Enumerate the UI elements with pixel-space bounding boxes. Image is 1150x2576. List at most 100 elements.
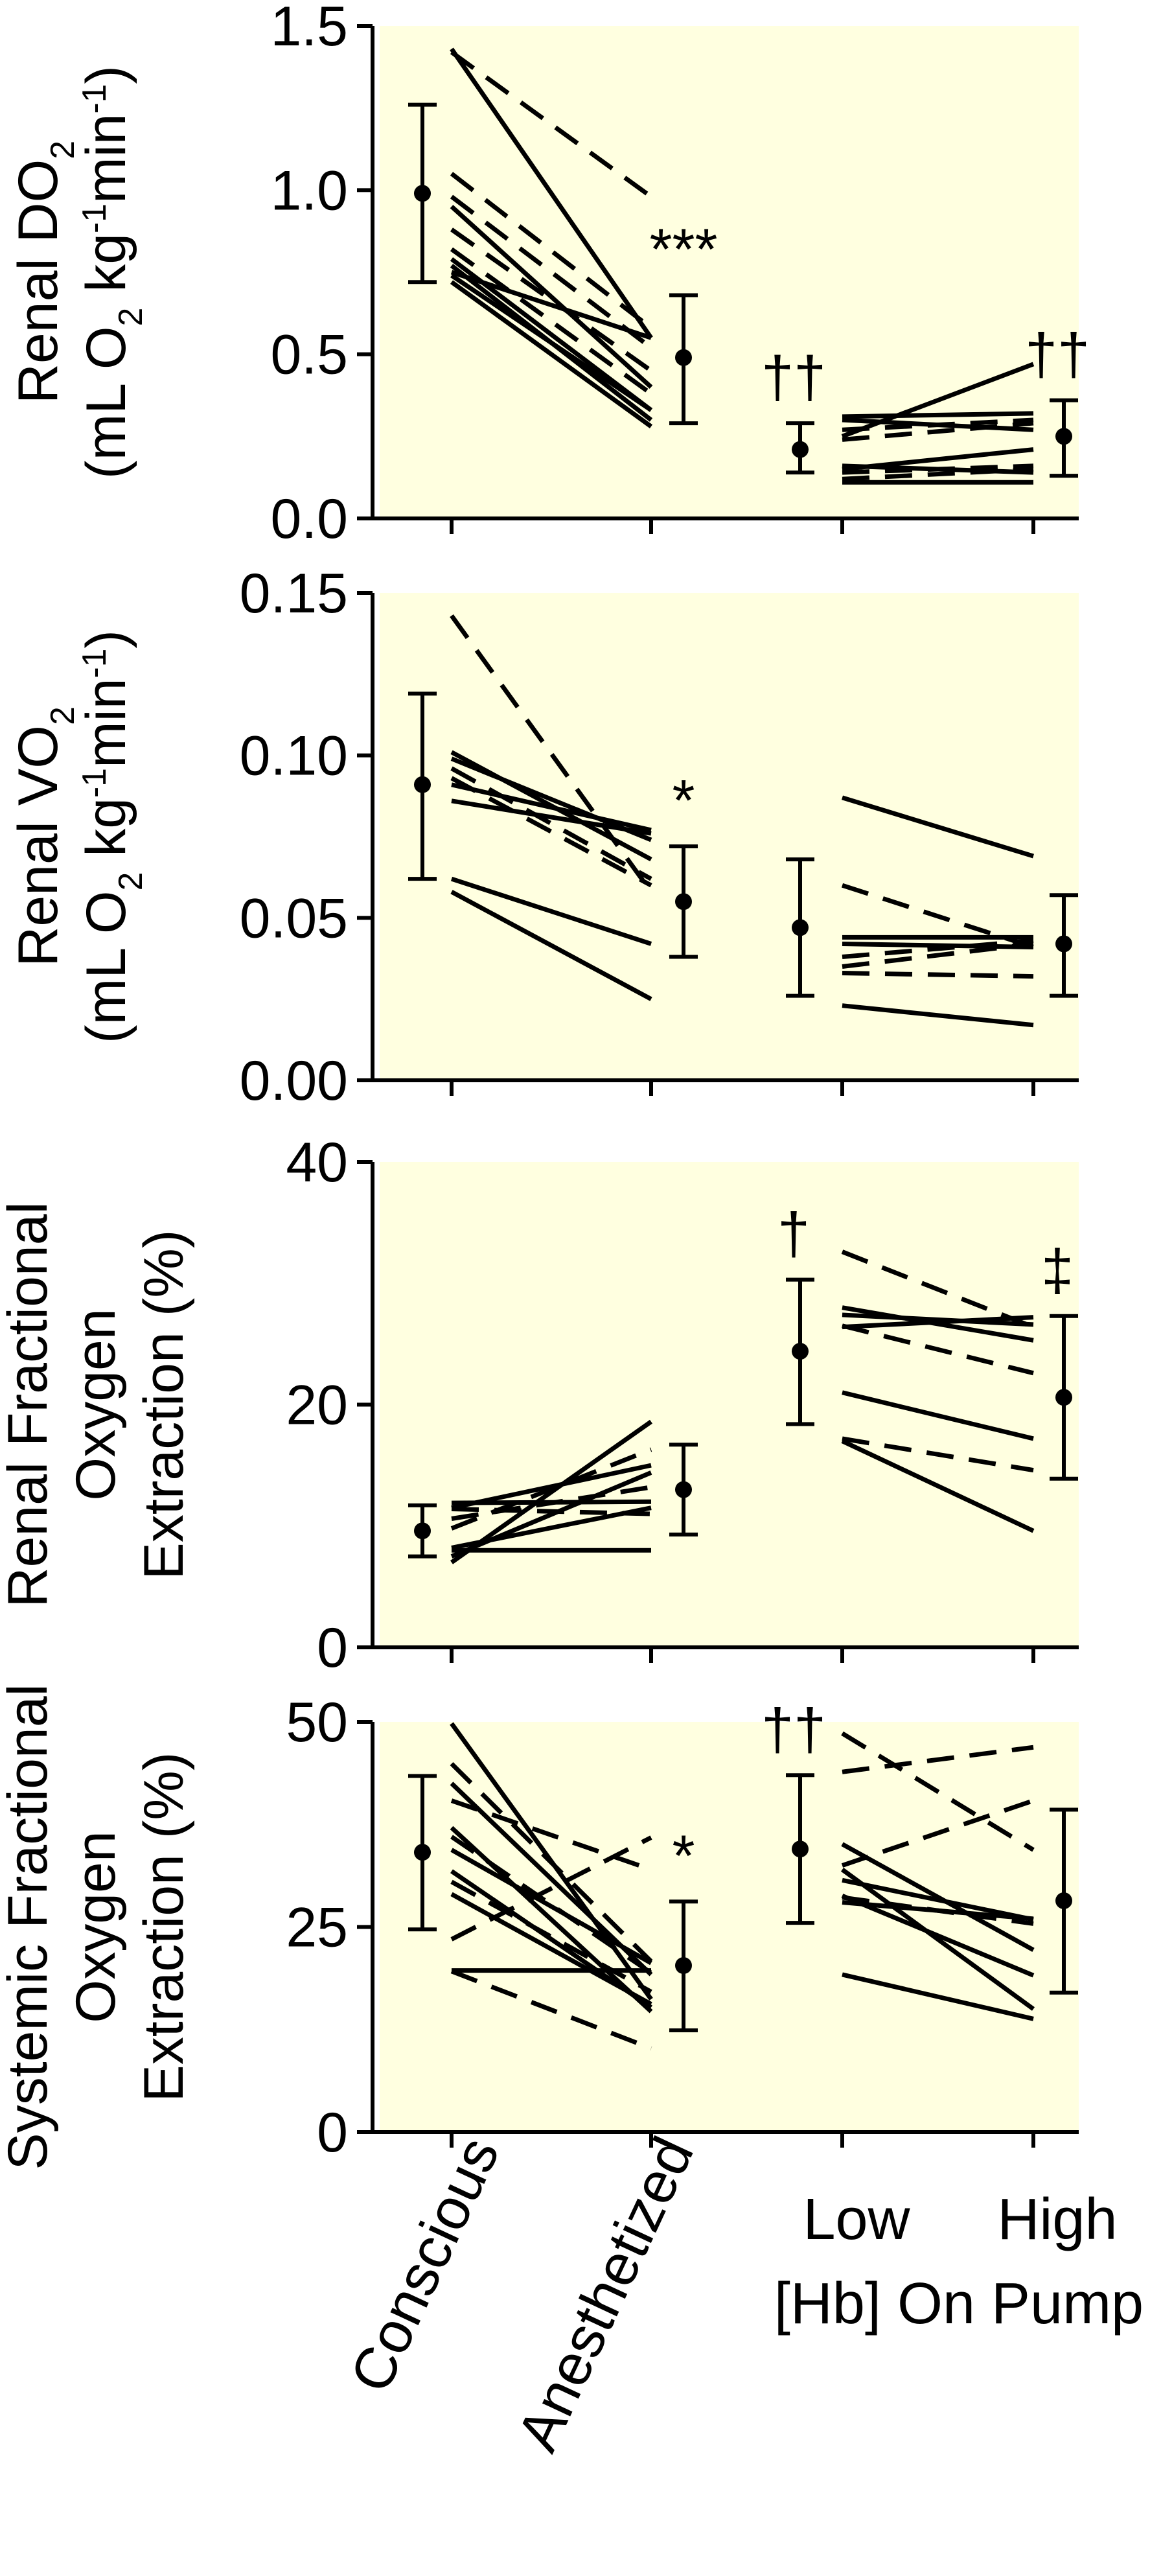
y-axis-label: Extraction (%) xyxy=(133,1752,195,2102)
subject-line xyxy=(450,1848,652,1966)
subject-line xyxy=(450,766,652,881)
subject-line xyxy=(841,1439,1035,1533)
y-tick-label: 0.00 xyxy=(240,1050,348,1112)
subject-line xyxy=(841,1842,1035,1953)
significance-label: †† xyxy=(761,345,826,410)
subject-line xyxy=(450,876,652,946)
subject-line xyxy=(450,1762,653,1964)
mean-point xyxy=(792,1840,809,1858)
y-axis-label: Extraction (%) xyxy=(133,1229,195,1579)
plot-background xyxy=(380,26,1079,518)
y-tick-label: 0.0 xyxy=(270,488,348,550)
x-group-label: [Hb] On Pump xyxy=(774,2271,1144,2336)
individual-lines xyxy=(450,47,1035,485)
subject-line xyxy=(450,47,653,340)
x-label-low: Low xyxy=(803,2187,910,2252)
x-label-high: High xyxy=(997,2187,1117,2252)
subject-line xyxy=(842,417,1034,432)
mean-points: * †† xyxy=(408,1697,1078,2033)
subject-line xyxy=(450,1835,652,1942)
subject-line xyxy=(450,776,652,888)
y-tick-label: 40 xyxy=(286,1131,348,1194)
mean-point xyxy=(414,1844,431,1861)
mean-point xyxy=(792,441,809,458)
y-tick-label: 0 xyxy=(317,1617,348,1679)
individual-lines xyxy=(450,1249,1035,1564)
subject-line xyxy=(450,614,653,894)
y-tick-label: 0.10 xyxy=(240,725,348,787)
subject-line xyxy=(842,1745,1034,1774)
plot-background xyxy=(380,1722,1079,2132)
subject-line xyxy=(841,883,1035,949)
subject-line xyxy=(842,1877,1034,1922)
mean-point xyxy=(1055,1389,1072,1406)
subject-line xyxy=(450,1969,652,2051)
subject-line xyxy=(451,1507,652,1516)
subject-line xyxy=(842,1972,1034,2021)
subject-line xyxy=(451,798,652,836)
subject-line xyxy=(842,1312,1034,1327)
subject-line xyxy=(841,1798,1035,1868)
mean-point xyxy=(414,776,431,793)
subject-line xyxy=(450,1798,652,1872)
subject-line xyxy=(451,782,652,833)
mean-points: *** †† †† xyxy=(408,102,1090,478)
subject-line xyxy=(841,362,1035,439)
y-axis-label: Oxygen xyxy=(65,1308,127,1500)
y-axis-label: Renal VO2 xyxy=(7,706,81,967)
panel-renal-do2: 0.0 0.5 1.0 1.5 Renal DO2(mL O2 kg-1min-1) **… xyxy=(7,0,1090,550)
significance-label: * xyxy=(672,1824,695,1888)
y-tick-label: 1.0 xyxy=(270,159,348,222)
subject-line xyxy=(842,941,1034,949)
subject-line xyxy=(842,1390,1034,1441)
plot-background xyxy=(380,1162,1079,1647)
subject-line xyxy=(450,1447,652,1531)
significance-label: * xyxy=(672,769,695,833)
y-axis-label: Oxygen xyxy=(65,1831,127,2023)
subject-line xyxy=(450,280,653,428)
significance-label: †† xyxy=(1025,323,1090,388)
subject-line xyxy=(450,270,652,340)
y-tick-label: 25 xyxy=(286,1897,348,1959)
y-tick-label: 0.5 xyxy=(270,324,348,386)
subject-line xyxy=(450,1826,653,2013)
y-tick-label: 50 xyxy=(286,1691,348,1754)
y-axis-label: (mL O2 kg-1min-1) xyxy=(75,65,149,479)
subject-line xyxy=(842,1895,1034,1926)
mean-point xyxy=(675,893,692,911)
individual-lines xyxy=(450,1722,1035,2051)
panel-systemic-foe: 0 25 50 Systemic Fractional Oxygen Extraction… xyxy=(0,1684,1079,2170)
mean-point xyxy=(414,1522,431,1540)
x-label-anesthetized: Anesthetized xyxy=(505,2128,707,2461)
mean-point xyxy=(414,185,431,202)
subject-line xyxy=(450,890,652,1001)
subject-line xyxy=(450,1892,652,2006)
subject-line xyxy=(451,1499,652,1505)
panel-renal-foe: 0 20 40 Renal Fractional Oxygen Extraction (%… xyxy=(0,1131,1079,1679)
subject-line xyxy=(841,1731,1035,1852)
mean-point xyxy=(1055,935,1072,953)
mean-point xyxy=(675,1481,692,1498)
subject-line xyxy=(842,467,1034,482)
subject-line xyxy=(842,1436,1034,1473)
subject-line xyxy=(450,205,653,389)
y-axis-label: Renal Fractional xyxy=(0,1201,59,1607)
individual-lines xyxy=(450,614,1035,1028)
y-axis-label: (mL O2 kg-1min-1) xyxy=(75,630,149,1043)
subject-line xyxy=(842,463,1034,475)
subject-line xyxy=(842,938,1034,959)
y-axis-label: Renal DO2 xyxy=(7,141,81,404)
mean-point xyxy=(1055,428,1072,445)
mean-point xyxy=(1055,1892,1072,1909)
mean-points: †‡ xyxy=(408,1202,1078,1559)
y-axis-label: Systemic Fractional xyxy=(0,1684,59,2170)
significance-label: † xyxy=(777,1202,810,1267)
subject-line xyxy=(841,1249,1035,1329)
subject-line xyxy=(450,1879,652,1994)
subject-line xyxy=(841,795,1035,859)
subject-line xyxy=(450,273,652,412)
y-tick-label: 0.15 xyxy=(240,563,348,625)
subject-line xyxy=(841,1894,1035,1978)
panel-renal-vo2: 0.00 0.05 0.10 0.15 Renal VO2(mL O2 kg-1min-… xyxy=(7,563,1079,1112)
